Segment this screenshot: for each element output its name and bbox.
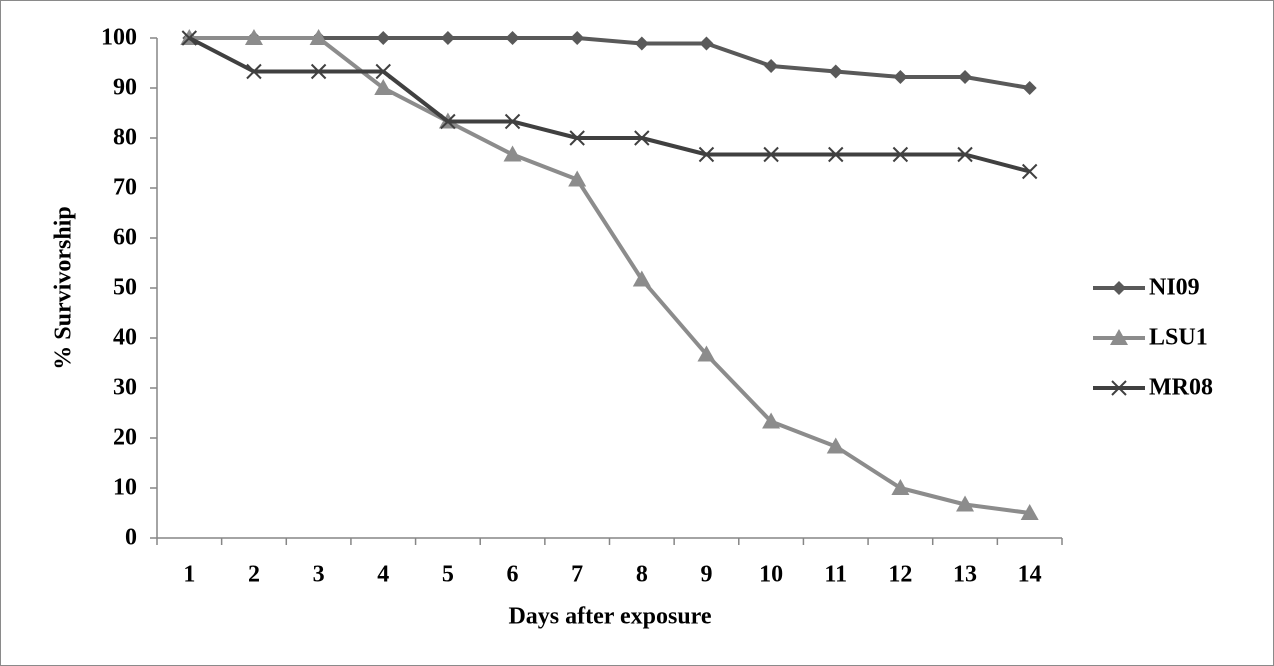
data-point <box>374 79 393 95</box>
data-point <box>440 31 455 45</box>
data-point <box>1021 163 1038 180</box>
data-point <box>1020 504 1039 520</box>
x-axis-title: Days after exposure <box>508 604 711 630</box>
x-tick-label: 13 <box>953 562 977 588</box>
data-point <box>828 146 844 163</box>
legend-marker <box>1111 380 1127 396</box>
data-point <box>246 63 262 80</box>
data-point <box>697 345 716 362</box>
x-tick-label: 10 <box>759 562 783 588</box>
y-tick-label: 0 <box>125 525 137 551</box>
data-point <box>893 70 908 84</box>
data-point <box>568 170 587 187</box>
legend-label: LSU1 <box>1149 325 1208 351</box>
x-tick-label: 9 <box>700 562 712 588</box>
y-axis-title: % Survivorship <box>51 206 77 369</box>
x-tick-label: 12 <box>888 562 912 588</box>
data-point <box>958 70 973 84</box>
data-point <box>632 270 651 287</box>
x-tick-label: 6 <box>507 562 519 588</box>
y-tick-label: 70 <box>113 175 137 201</box>
y-tick-label: 60 <box>113 225 137 251</box>
data-point <box>892 146 909 163</box>
data-point <box>957 146 973 163</box>
data-point <box>244 29 263 45</box>
data-point <box>634 130 650 146</box>
y-tick-label: 30 <box>113 375 137 401</box>
data-point <box>956 495 975 512</box>
x-tick-label: 5 <box>442 562 454 588</box>
series-line <box>189 36 1031 90</box>
legend-marker <box>1110 329 1128 345</box>
y-tick-label: 20 <box>113 425 137 451</box>
data-point <box>376 31 391 45</box>
data-point <box>503 145 522 162</box>
series-line <box>189 36 1030 515</box>
x-tick-label: 14 <box>1018 562 1042 588</box>
legend-label: NI09 <box>1149 275 1200 301</box>
data-point <box>310 63 327 80</box>
data-point <box>1022 81 1037 95</box>
x-tick-label: 11 <box>824 562 847 588</box>
data-point <box>828 64 843 79</box>
data-point <box>891 479 910 495</box>
data-point <box>699 36 714 51</box>
data-point <box>764 59 779 73</box>
y-tick-label: 100 <box>101 25 137 51</box>
data-point <box>569 130 585 146</box>
y-tick-label: 40 <box>113 325 137 351</box>
data-point <box>505 31 520 45</box>
data-point <box>309 29 328 45</box>
x-tick-label: 3 <box>313 562 325 588</box>
data-point <box>634 36 649 51</box>
y-tick-label: 90 <box>113 75 137 101</box>
x-tick-label: 4 <box>377 562 389 588</box>
x-tick-label: 2 <box>248 562 260 588</box>
data-point <box>570 31 585 45</box>
y-tick-label: 50 <box>113 275 137 301</box>
x-tick-label: 8 <box>636 562 648 588</box>
data-point <box>504 113 521 130</box>
legend-marker <box>1112 281 1126 295</box>
x-tick-label: 7 <box>571 562 583 588</box>
legend-label: MR08 <box>1149 375 1213 401</box>
data-point <box>826 437 845 454</box>
data-point <box>375 63 391 80</box>
data-point <box>763 146 779 163</box>
y-tick-label: 10 <box>113 475 137 501</box>
series-line <box>188 36 1031 174</box>
x-tick-label: 1 <box>183 562 195 588</box>
data-point <box>440 113 456 130</box>
data-point <box>698 146 715 163</box>
data-point <box>181 30 198 46</box>
data-point <box>762 412 781 429</box>
y-tick-label: 80 <box>113 125 137 151</box>
